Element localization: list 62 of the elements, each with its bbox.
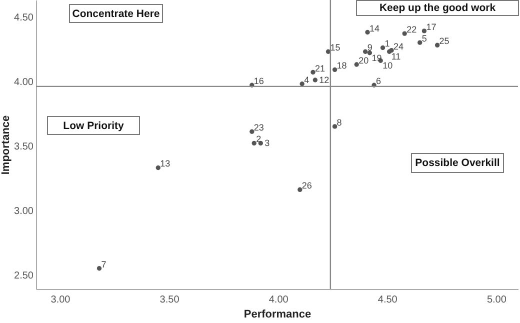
point (312, 78, 318, 82)
point (250, 129, 254, 134)
point (389, 48, 394, 53)
point (96, 266, 102, 271)
annotation: 15 (330, 42, 340, 53)
point (367, 50, 372, 56)
annotation: 7 (101, 259, 106, 270)
point (365, 30, 370, 35)
y-tick-label: 4.50 (14, 12, 34, 24)
y-axis-title: Importance (0, 115, 12, 175)
annotation: 9 (367, 42, 372, 53)
point (418, 40, 422, 45)
point (332, 124, 338, 129)
point (422, 28, 427, 34)
x-tick-label: 3.00 (50, 294, 71, 306)
annotation: 14 (370, 23, 380, 34)
point (332, 67, 338, 72)
point (252, 140, 256, 146)
text-box: Low Priority (47, 116, 140, 135)
text-box: Keep up the good work (356, 0, 519, 16)
x-tick-label: 3.50 (160, 294, 180, 306)
annotation: 22 (406, 24, 417, 35)
annotation: 13 (160, 158, 170, 169)
point (434, 42, 440, 48)
x-tick-label: 4.00 (268, 294, 289, 306)
text-box: Possible Overkill (411, 153, 504, 173)
x-tick-label: 5.00 (486, 294, 507, 306)
annotation: 24 (394, 41, 404, 52)
annotation: 17 (426, 22, 436, 32)
point (402, 31, 407, 36)
point (380, 45, 386, 50)
y-tick-label: 3.00 (14, 206, 34, 217)
point (298, 187, 302, 192)
annotation: 18 (336, 60, 347, 71)
annotation: 16 (254, 76, 264, 86)
annotation: 8 (336, 117, 342, 128)
y-tick-label: 2.50 (14, 270, 34, 282)
point (362, 49, 368, 54)
annotation: 4 (304, 74, 310, 85)
point (300, 82, 304, 86)
annotation: 6 (376, 76, 382, 86)
annotation: 21 (314, 63, 325, 74)
x-axis-title: Performance (244, 308, 312, 320)
annotation: 3 (264, 138, 270, 148)
point (156, 165, 160, 170)
annotation: 10 (382, 60, 393, 71)
x-tick-label: 4.50 (378, 294, 398, 306)
annotation: 12 (319, 74, 330, 85)
annotation: 2 (256, 134, 262, 144)
annotation: 23 (254, 122, 264, 133)
text-box: Concentrate Here (69, 4, 163, 23)
annotation: 20 (358, 56, 369, 66)
annotation: 25 (439, 36, 450, 46)
y-tick-label: 4.00 (14, 76, 34, 88)
point (310, 70, 316, 75)
annotation: 19 (372, 52, 382, 63)
annotation: 26 (302, 180, 312, 191)
annotation: 5 (422, 34, 427, 44)
point (354, 62, 359, 67)
annotation: 1 (384, 38, 390, 49)
annotation: 11 (391, 52, 401, 62)
y-tick-label: 3.50 (14, 141, 34, 152)
